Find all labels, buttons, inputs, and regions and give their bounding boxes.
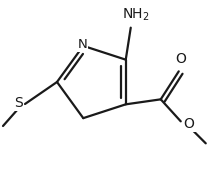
Text: O: O — [184, 117, 195, 131]
Text: S: S — [14, 96, 23, 110]
Text: N: N — [77, 38, 87, 51]
Text: NH$_2$: NH$_2$ — [122, 6, 150, 23]
Text: O: O — [175, 52, 186, 66]
